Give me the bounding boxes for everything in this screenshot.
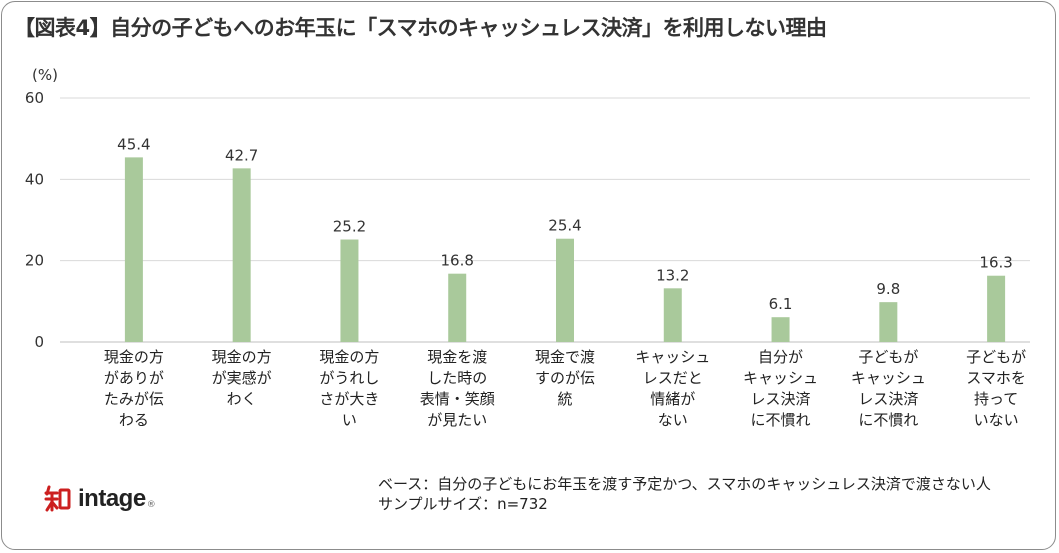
category-label-line: キャッシュ (635, 348, 710, 366)
category-label-line: キャッシュ (743, 369, 818, 387)
category-label-line: 統 (557, 390, 572, 408)
category-label-line: たみが伝 (104, 390, 164, 408)
bar (232, 168, 251, 342)
data-label: 16.8 (441, 252, 474, 270)
data-label: 16.3 (979, 254, 1012, 272)
data-label: 13.2 (656, 266, 689, 284)
category-label-line: 現金で渡 (535, 348, 595, 366)
data-label: 9.8 (876, 280, 900, 298)
bar (879, 302, 898, 342)
category-label: 現金の方が実感がわく (212, 348, 272, 408)
category-label-line: レスだと (643, 369, 703, 387)
bar (987, 275, 1006, 342)
category-label-line: 子どもが (858, 348, 918, 366)
base-note: ベース：自分の子どもにお年玉を渡す予定かつ、スマホのキャッシュレス決済で渡さない… (378, 475, 991, 493)
category-label-line: が見たい (427, 411, 487, 429)
intage-logo: intage ® (44, 484, 156, 514)
category-label-line: ない (658, 411, 688, 429)
category-label-line: が実感が (212, 369, 272, 387)
footnote: ベース：自分の子どもにお年玉を渡す予定かつ、スマホのキャッシュレス決済で渡さない… (378, 474, 991, 514)
category-label-line: わく (227, 390, 257, 408)
category-label-line: に不慣れ (751, 411, 811, 429)
category-label: キャッシュレスだと情緒がない (635, 348, 710, 429)
category-label: 現金を渡した時の表情・笑顔が見たい (420, 348, 495, 429)
intage-mark-icon (44, 485, 71, 512)
category-label-line: がうれし (319, 369, 379, 387)
category-label-line: キャッシュ (851, 369, 926, 387)
data-label: 6.1 (769, 295, 793, 313)
chart-title: 【図表4】自分の子どもへのお年玉に「スマホのキャッシュレス決済」を利用しない理由 (14, 16, 827, 40)
y-tick-label: 20 (25, 252, 44, 270)
sample-size-note: サンプルサイズ：n=732 (378, 495, 548, 513)
category-label-line: わる (119, 411, 149, 429)
category-label: 現金の方がありがたみが伝わる (104, 348, 164, 429)
category-label: 子どもがスマホを持っていない (966, 348, 1026, 429)
bar (556, 238, 574, 342)
category-label-line: レス決済 (858, 390, 918, 408)
category-label-line: すのが伝 (535, 369, 595, 387)
category-label-line: 現金の方 (104, 348, 164, 366)
data-label: 25.2 (333, 218, 366, 236)
category-label-line: レス決済 (751, 390, 811, 408)
category-label-line: 現金を渡 (427, 348, 487, 366)
category-label-line: スマホを (966, 369, 1026, 387)
category-label: 子どもがキャッシュレス決済に不慣れ (851, 348, 926, 429)
category-label-line: 情緒が (650, 390, 695, 408)
category-label-line: 自分が (758, 348, 803, 366)
logo-text: intage (78, 485, 146, 512)
category-label-line: さが大き (319, 390, 379, 408)
category-label-line: いない (974, 411, 1019, 429)
category-label-line: 現金の方 (319, 348, 379, 366)
bar (663, 288, 682, 342)
data-label: 42.7 (225, 146, 258, 164)
y-tick-label: 0 (34, 333, 44, 351)
category-label-line: 現金の方 (212, 348, 272, 366)
category-label-line: がありが (104, 369, 164, 387)
category-label-line: した時の (427, 369, 487, 387)
category-label-line: 子どもが (966, 348, 1026, 366)
category-label-line: に不慣れ (858, 411, 918, 429)
bar (448, 273, 467, 342)
bar (771, 317, 790, 342)
data-label: 45.4 (117, 135, 150, 153)
y-tick-label: 60 (25, 89, 44, 107)
y-axis-unit-label: (%) (32, 66, 58, 84)
data-label: 25.4 (548, 217, 581, 235)
category-label: 現金で渡すのが伝統 (535, 348, 595, 408)
registered-mark: ® (146, 500, 156, 510)
bar (124, 157, 143, 342)
category-label-line: 表情・笑顔 (420, 390, 495, 408)
category-label-line: 持って (974, 390, 1018, 408)
bar (340, 239, 359, 342)
category-label: 現金の方がうれしさが大きい (319, 348, 379, 429)
category-label-line: い (342, 411, 357, 429)
y-tick-label: 40 (25, 170, 44, 188)
category-label: 自分がキャッシュレス決済に不慣れ (743, 348, 818, 429)
